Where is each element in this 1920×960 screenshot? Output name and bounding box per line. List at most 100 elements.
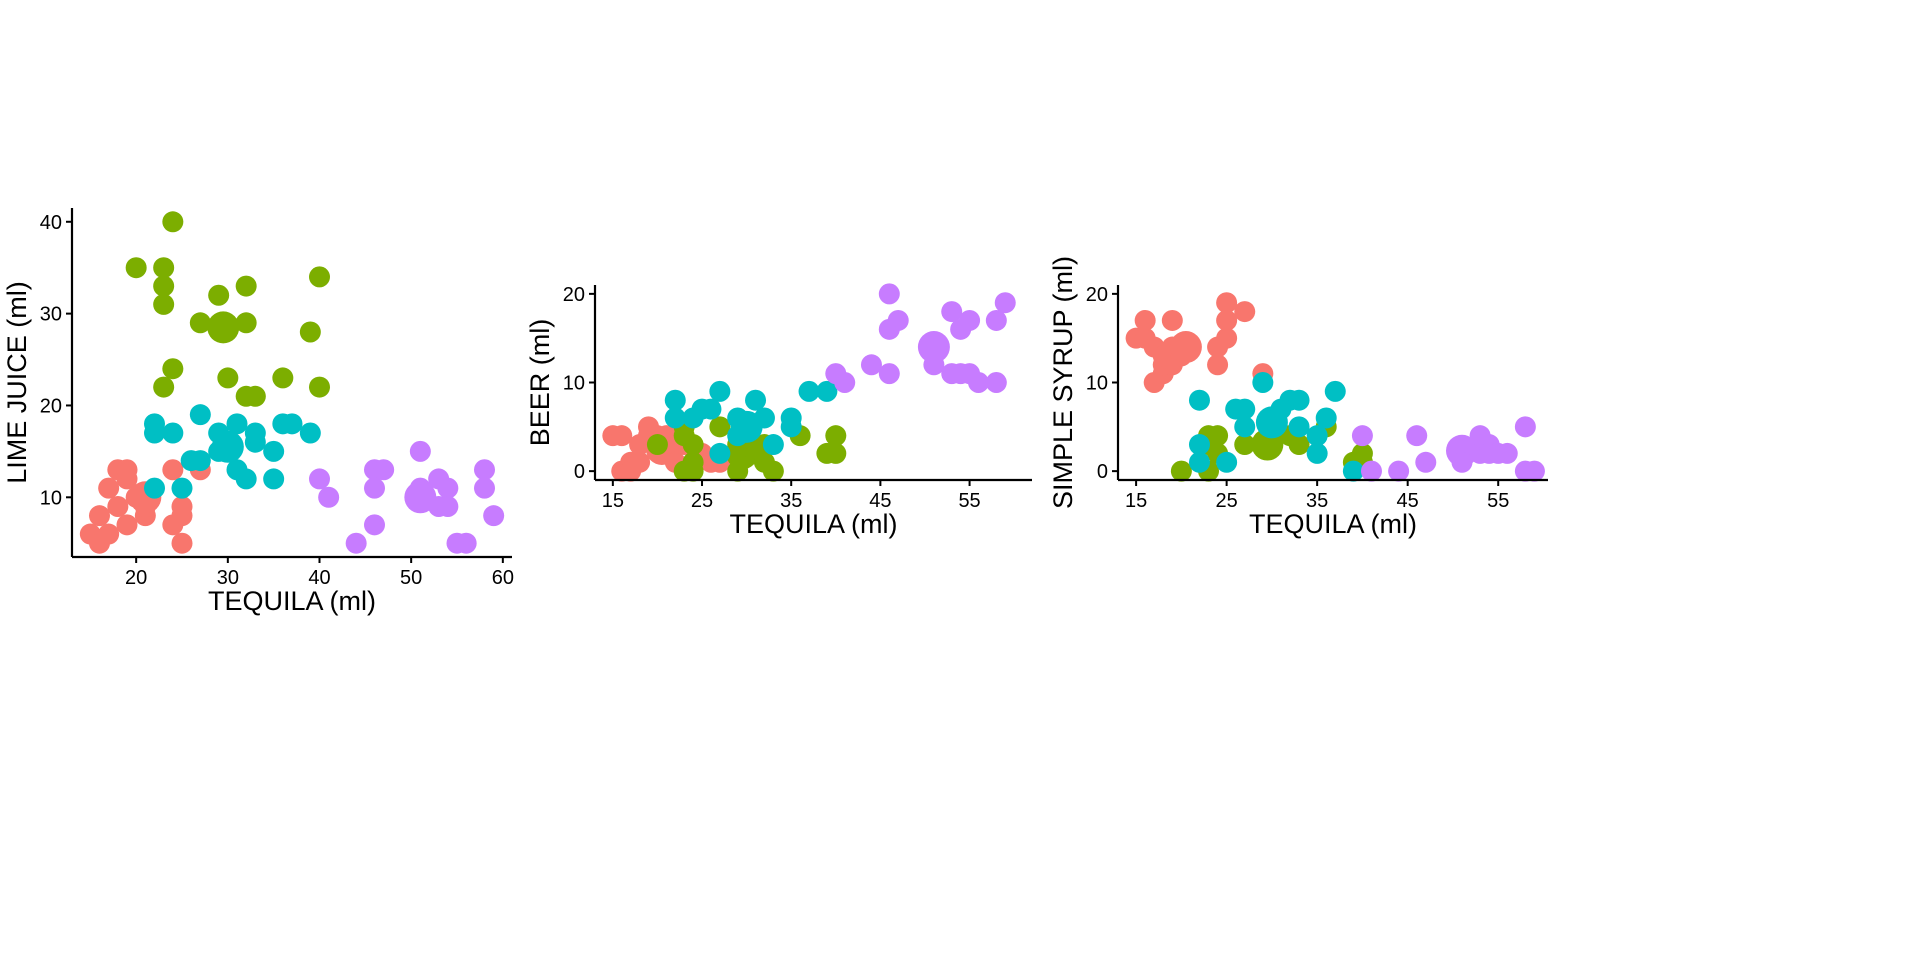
data-point bbox=[364, 477, 385, 499]
x-tick-label: 55 bbox=[1487, 490, 1509, 512]
data-point bbox=[144, 477, 165, 499]
y-tick-label: 20 bbox=[1086, 284, 1108, 306]
data-point bbox=[985, 309, 1007, 331]
x-tick-label: 25 bbox=[691, 490, 713, 512]
y-ticks: 10 20 30 40 bbox=[40, 212, 72, 509]
data-point bbox=[664, 389, 686, 411]
data-point bbox=[1306, 425, 1328, 447]
y-ticks: 0 10 20 bbox=[563, 284, 595, 483]
data-point bbox=[985, 372, 1007, 393]
data-point bbox=[1324, 380, 1346, 402]
data-point bbox=[226, 413, 248, 435]
x-tick-label: 25 bbox=[1216, 490, 1238, 512]
x-tick-label: 20 bbox=[125, 567, 147, 589]
data-point bbox=[1315, 407, 1337, 429]
data-point bbox=[235, 312, 257, 334]
data-point bbox=[709, 380, 731, 402]
data-point bbox=[1496, 442, 1518, 464]
data-point bbox=[1360, 460, 1382, 482]
data-point bbox=[1234, 434, 1256, 456]
x-ticks: 20 30 40 50 60 bbox=[125, 557, 514, 589]
y-axis-title: SIMPLE SYRUP (ml) bbox=[1048, 256, 1078, 509]
y-tick-label: 20 bbox=[563, 284, 585, 306]
x-tick-label: 35 bbox=[780, 490, 802, 512]
data-point bbox=[309, 468, 330, 490]
points-group bbox=[79, 211, 505, 554]
points-group bbox=[1125, 292, 1545, 482]
data-point bbox=[318, 486, 340, 508]
data-point bbox=[1234, 398, 1256, 420]
data-point bbox=[798, 380, 820, 402]
data-point bbox=[1188, 451, 1210, 473]
data-point bbox=[483, 505, 505, 527]
data-point bbox=[235, 468, 257, 490]
data-point bbox=[345, 532, 367, 554]
x-tick-label: 40 bbox=[308, 567, 330, 589]
data-point bbox=[745, 389, 767, 411]
y-tick-label: 10 bbox=[40, 487, 62, 509]
data-point bbox=[409, 440, 431, 462]
data-point bbox=[171, 495, 193, 517]
data-point bbox=[244, 385, 266, 407]
data-point bbox=[153, 257, 175, 279]
data-point bbox=[834, 372, 856, 393]
data-point bbox=[299, 422, 321, 444]
data-point bbox=[825, 442, 847, 464]
data-point bbox=[437, 477, 459, 499]
data-point bbox=[309, 376, 330, 398]
data-point bbox=[1342, 460, 1364, 482]
data-point bbox=[1523, 460, 1545, 482]
panel-simple-syrup: 15 25 35 45 55 0 10 20 TEQUILA (ml) SIMPLE SYR… bbox=[1048, 256, 1548, 539]
data-point bbox=[1216, 451, 1238, 473]
data-point bbox=[272, 367, 294, 389]
data-point bbox=[281, 413, 303, 435]
data-point bbox=[1351, 425, 1373, 447]
x-axis-title: TEQUILA (ml) bbox=[729, 509, 897, 539]
x-ticks: 15 25 35 45 55 bbox=[602, 480, 981, 512]
data-point bbox=[1288, 434, 1310, 456]
data-point bbox=[917, 331, 950, 364]
data-point bbox=[1216, 327, 1238, 349]
data-point bbox=[1288, 416, 1310, 438]
data-point bbox=[235, 275, 257, 297]
data-point bbox=[189, 312, 211, 334]
data-point bbox=[753, 407, 775, 429]
data-point bbox=[994, 292, 1016, 314]
data-point bbox=[878, 363, 900, 385]
data-point bbox=[309, 266, 330, 288]
data-point bbox=[878, 283, 900, 305]
data-point bbox=[887, 309, 909, 331]
data-point bbox=[364, 514, 385, 536]
data-point bbox=[1170, 460, 1192, 482]
data-point bbox=[1514, 416, 1536, 438]
data-point bbox=[1207, 425, 1229, 447]
data-point bbox=[816, 380, 838, 402]
data-point bbox=[116, 459, 138, 481]
data-point bbox=[437, 495, 459, 517]
data-point bbox=[144, 413, 165, 435]
data-point bbox=[263, 468, 285, 490]
data-point bbox=[1252, 372, 1274, 393]
data-point bbox=[474, 477, 495, 499]
data-point bbox=[611, 425, 633, 447]
y-ticks: 0 10 20 bbox=[1086, 284, 1118, 483]
data-point bbox=[455, 532, 477, 554]
data-point bbox=[299, 321, 321, 343]
data-point bbox=[1234, 416, 1256, 438]
data-point bbox=[1306, 442, 1328, 464]
data-point bbox=[162, 211, 184, 233]
y-axis-title: BEER (ml) bbox=[525, 319, 555, 447]
data-point bbox=[1216, 309, 1238, 331]
y-tick-label: 10 bbox=[1086, 373, 1108, 395]
data-point bbox=[107, 495, 129, 517]
data-point bbox=[189, 450, 211, 472]
data-point bbox=[153, 293, 175, 315]
data-point bbox=[208, 284, 230, 306]
panel-beer: 15 25 35 45 55 0 10 20 TEQUILA (ml) BEER (ml) bbox=[525, 283, 1032, 539]
data-point bbox=[162, 422, 184, 444]
data-point bbox=[1406, 425, 1428, 447]
y-tick-label: 10 bbox=[563, 373, 585, 395]
data-point bbox=[89, 505, 110, 527]
data-point bbox=[1288, 389, 1310, 411]
y-axis-title: LIME JUICE (ml) bbox=[2, 281, 32, 484]
